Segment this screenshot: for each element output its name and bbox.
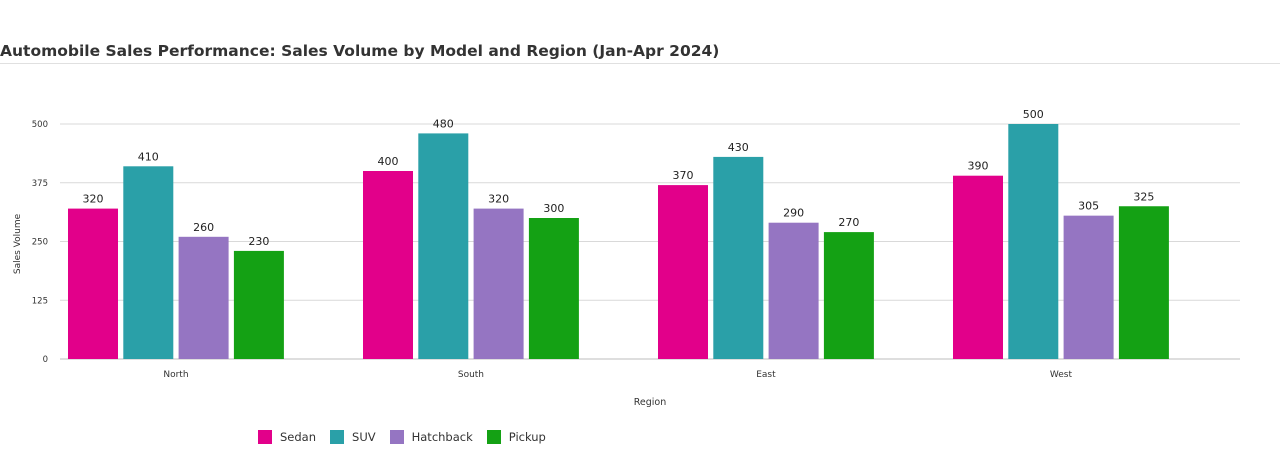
bar-north-pickup <box>233 250 284 359</box>
data-label-west-sedan: 390 <box>968 160 989 173</box>
data-label-west-suv: 500 <box>1023 108 1044 121</box>
bar-west-pickup <box>1118 206 1169 359</box>
legend-item-sedan[interactable]: Sedan <box>258 430 316 444</box>
bar-west-hatchback <box>1063 215 1114 359</box>
legend-label-hatchback: Hatchback <box>411 430 473 444</box>
y-tick-label: 0 <box>43 355 48 365</box>
bar-north-sedan <box>68 208 118 359</box>
legend-item-hatchback[interactable]: Hatchback <box>389 430 473 444</box>
y-axis-label: Sales Volume <box>13 213 23 275</box>
x-axis-label: Region <box>633 397 667 408</box>
bar-west-suv <box>1008 124 1059 359</box>
data-label-south-pickup: 300 <box>543 202 564 215</box>
legend-label-pickup: Pickup <box>508 430 546 444</box>
data-label-south-suv: 480 <box>433 117 454 130</box>
data-label-east-suv: 430 <box>728 141 749 154</box>
x-tick-label-west: West <box>1050 370 1073 380</box>
data-label-west-pickup: 325 <box>1133 190 1154 203</box>
bar-east-hatchback <box>768 222 819 359</box>
legend-swatch-hatchback <box>389 430 404 444</box>
data-label-south-sedan: 400 <box>378 155 399 168</box>
legend-item-pickup[interactable]: Pickup <box>486 430 546 444</box>
y-tick-label: 500 <box>32 120 48 130</box>
bar-south-sedan <box>363 171 413 359</box>
legend-label-suv: SUV <box>352 430 376 444</box>
legend-label-sedan: Sedan <box>280 430 317 444</box>
y-tick-label: 375 <box>32 179 48 189</box>
bar-south-hatchback <box>473 208 524 359</box>
y-tick-label: 125 <box>32 296 48 306</box>
data-label-north-hatchback: 260 <box>193 221 214 234</box>
legend-item-suv[interactable]: SUV <box>330 430 376 444</box>
legend-swatch-suv <box>330 430 345 444</box>
bar-east-pickup <box>823 232 874 359</box>
chart-title: Automobile Sales Performance: Sales Volu… <box>0 42 720 60</box>
bar-west-sedan <box>953 175 1003 359</box>
data-label-north-pickup: 230 <box>248 235 269 248</box>
x-tick-label-east: East <box>756 370 776 380</box>
y-tick-label: 250 <box>32 238 48 248</box>
x-tick-label-south: South <box>458 370 484 380</box>
data-label-west-hatchback: 305 <box>1078 200 1099 213</box>
data-label-north-sedan: 320 <box>83 193 104 206</box>
bar-south-suv <box>418 133 469 359</box>
data-label-east-hatchback: 290 <box>783 207 804 220</box>
data-label-north-suv: 410 <box>138 150 159 163</box>
legend-swatch-pickup <box>486 430 501 444</box>
title-divider <box>0 63 1280 64</box>
bar-north-suv <box>123 166 174 359</box>
x-tick-label-north: North <box>163 370 188 380</box>
data-label-south-hatchback: 320 <box>488 193 509 206</box>
bar-east-sedan <box>658 185 708 359</box>
data-label-east-pickup: 270 <box>838 216 859 229</box>
bar-north-hatchback <box>178 236 229 359</box>
legend-swatch-sedan <box>258 430 272 444</box>
bar-south-pickup <box>528 218 579 359</box>
legend: Sedan SUV Hatchback Pickup <box>258 430 560 444</box>
data-label-east-sedan: 370 <box>673 169 694 182</box>
bar-east-suv <box>713 156 764 359</box>
